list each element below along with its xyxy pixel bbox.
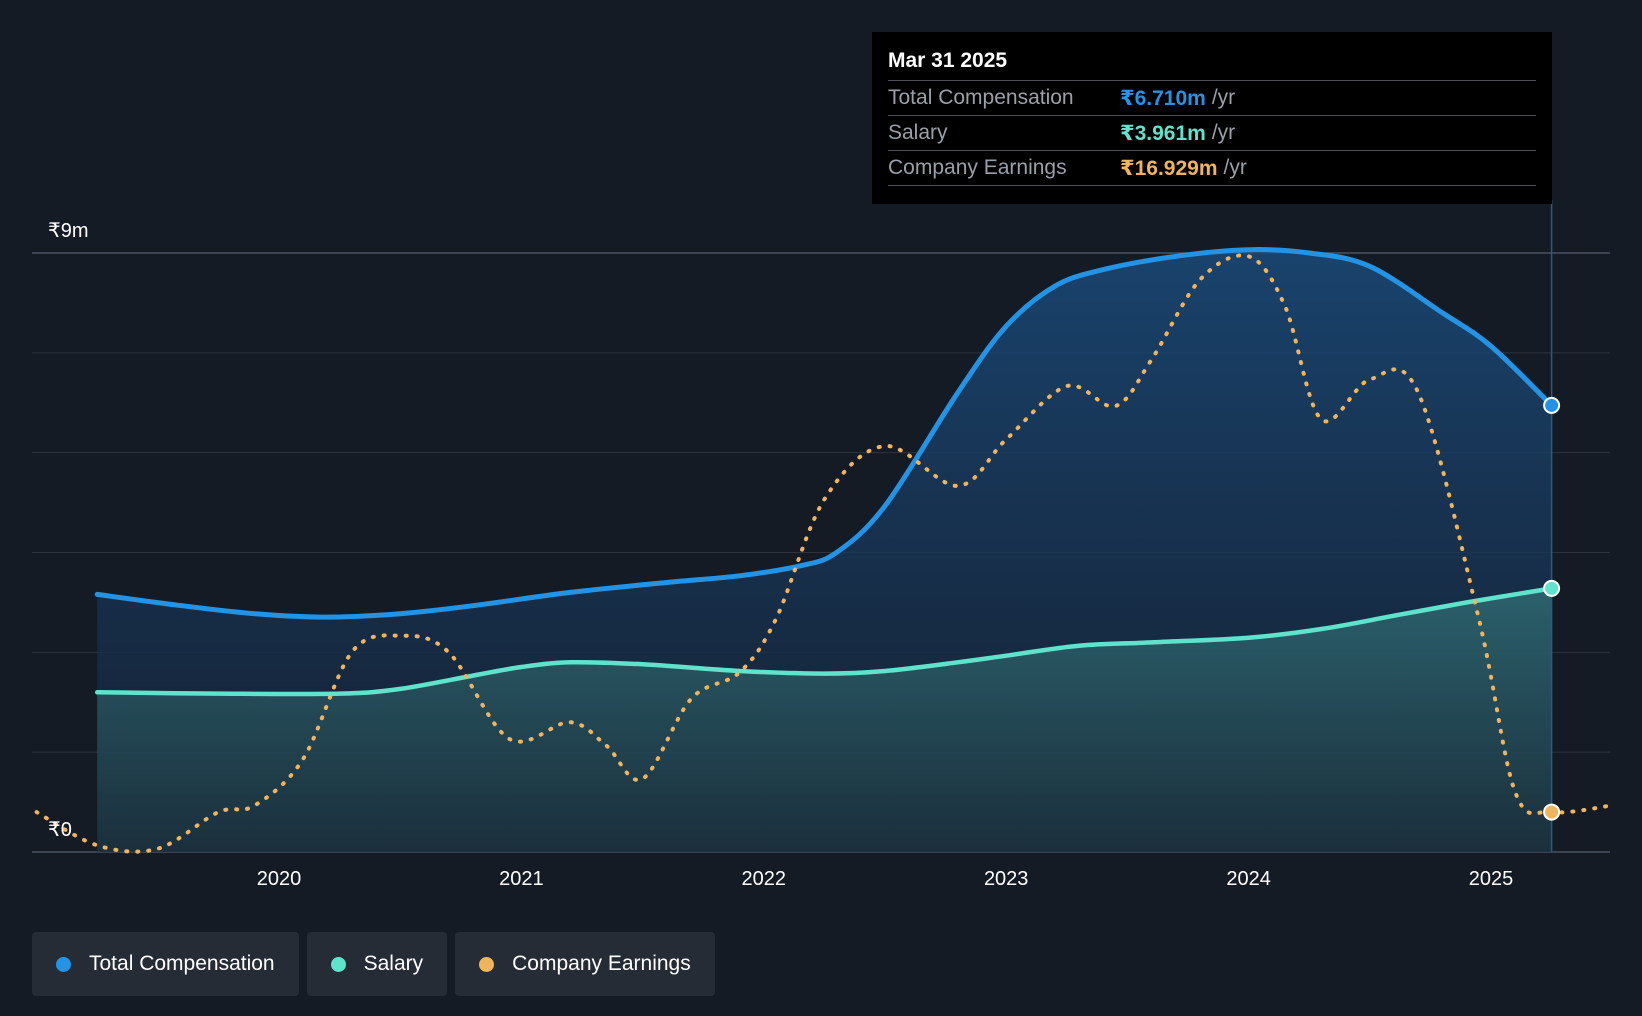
legend-label: Total Compensation [89, 952, 275, 975]
x-tick-label: 2025 [1469, 868, 1514, 890]
x-tick-label: 2024 [1226, 868, 1271, 890]
x-tick-label: 2022 [742, 868, 787, 890]
x-tick-label: 2020 [257, 868, 302, 890]
tooltip: Mar 31 2025 Total Compensation ₹6.710m /… [872, 32, 1552, 204]
legend-item-total-compensation[interactable]: Total Compensation [32, 932, 299, 996]
tooltip-value: ₹16.929m [1120, 156, 1218, 180]
company-earnings-line [34, 253, 1615, 854]
legend-item-salary[interactable]: Salary [306, 932, 448, 996]
y-axis-max-label: ₹9m [48, 220, 89, 242]
total-compensation-line [94, 247, 1555, 620]
x-tick-label: 2023 [984, 868, 1029, 890]
tooltip-row-company-earnings: Company Earnings ₹16.929m /yr [888, 150, 1536, 186]
company-earnings-marker[interactable] [1543, 803, 1561, 821]
legend-label: Salary [363, 952, 424, 975]
legend-item-company-earnings[interactable]: Company Earnings [455, 932, 715, 996]
tooltip-date: Mar 31 2025 [888, 49, 1008, 72]
legend: Total Compensation Salary Company Earnin… [32, 932, 715, 996]
tooltip-value: ₹6.710m [1120, 86, 1206, 110]
salary-marker[interactable] [1543, 579, 1561, 597]
tooltip-unit: /yr [1223, 156, 1247, 179]
legend-dot-icon [56, 956, 71, 972]
legend-dot-icon [479, 956, 495, 972]
tooltip-label: Total Compensation [888, 86, 1074, 109]
y-axis-min-label: ₹0 [48, 819, 72, 841]
salary-line [94, 586, 1554, 697]
tooltip-row-salary: Salary ₹3.961m /yr [888, 115, 1536, 150]
tooltip-unit: /yr [1211, 121, 1236, 144]
tooltip-label: Company Earnings [888, 156, 1067, 179]
total-compensation-marker[interactable] [1543, 396, 1561, 414]
legend-dot-icon [330, 956, 346, 972]
tooltip-unit: /yr [1211, 86, 1236, 109]
salary-area [97, 588, 1552, 852]
x-tick-label: 2021 [499, 868, 544, 890]
tooltip-value: ₹3.961m [1120, 121, 1206, 145]
tooltip-label: Salary [888, 121, 948, 144]
legend-label: Company Earnings [512, 952, 691, 975]
tooltip-row-total-compensation: Total Compensation ₹6.710m /yr [888, 80, 1536, 115]
